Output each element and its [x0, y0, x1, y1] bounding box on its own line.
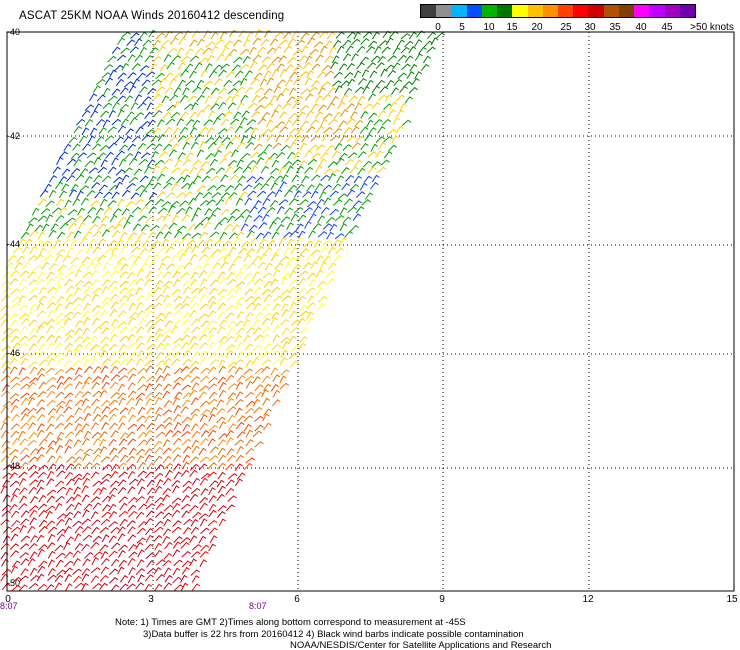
colorbar-segment: [664, 5, 680, 17]
lon-label-0: 0: [5, 594, 11, 605]
note-line-2: 3)Data buffer is 22 hrs from 20160412 4)…: [143, 628, 524, 640]
colorbar-segment: [421, 5, 437, 17]
colorbar-segment: [542, 5, 558, 17]
lat-label-40: -40: [7, 27, 21, 37]
map-frame: [6, 31, 735, 592]
colorbar-segment: [679, 5, 695, 17]
time-label-center: 8:07: [249, 601, 267, 611]
colorbar-label-30: 30: [584, 22, 596, 33]
colorbar-label-40: 40: [635, 22, 647, 33]
colorbar-segment: [497, 5, 513, 17]
colorbar-label-35: 35: [609, 22, 621, 33]
map-title: ASCAT 25KM NOAA Winds 20160412 descendin…: [19, 10, 285, 22]
note-line-1: Note: 1) Times are GMT 2)Times along bot…: [115, 617, 466, 628]
lat-label-44: -44: [7, 239, 21, 249]
time-label-left: 8:07: [0, 601, 18, 611]
colorbar-segment: [527, 5, 543, 17]
colorbar-segment: [436, 5, 452, 17]
colorbar-label-0: 0: [435, 22, 441, 33]
colorbar-segment: [603, 5, 619, 17]
wind-barbs: [0, 29, 446, 592]
colorbar-segment: [618, 5, 635, 17]
lat-label-42: -42: [7, 131, 21, 141]
lon-label-12: 12: [582, 594, 594, 605]
colorbar-label-50-knots: >50 knots: [690, 22, 734, 33]
colorbar-segment: [466, 5, 482, 17]
lat-label-48: -48: [7, 461, 21, 471]
colorbar-label-5: 5: [459, 22, 465, 33]
colorbar-segment: [481, 5, 498, 17]
lon-label-15: 15: [726, 594, 738, 605]
colorbar-segment: [512, 5, 528, 17]
lat-label-50: -50: [7, 578, 21, 588]
colorbar-label-45: 45: [661, 22, 673, 33]
lon-label-9: 9: [439, 594, 445, 605]
footnotes: Note: 1) Times are GMT 2)Times along bot…: [0, 617, 551, 650]
note-line-3: NOAA/NESDIS/Center for Satellite Applica…: [290, 640, 552, 650]
colorbar-segment: [451, 5, 467, 17]
colorbar-label-10: 10: [483, 22, 495, 33]
colorbar-segment: [557, 5, 574, 17]
colorbar-segment: [649, 5, 665, 17]
colorbar-label-15: 15: [506, 22, 518, 33]
lon-label-6: 6: [294, 594, 300, 605]
lat-label-46: -46: [7, 348, 21, 358]
colorbar-segment: [573, 5, 589, 17]
colorbar-label-25: 25: [560, 22, 572, 33]
colorbar-segment: [588, 5, 604, 17]
lon-label-3: 3: [148, 594, 154, 605]
colorbar-segment: [634, 5, 650, 17]
wind-speed-colorbar: [420, 4, 696, 18]
colorbar-label-20: 20: [531, 22, 543, 33]
